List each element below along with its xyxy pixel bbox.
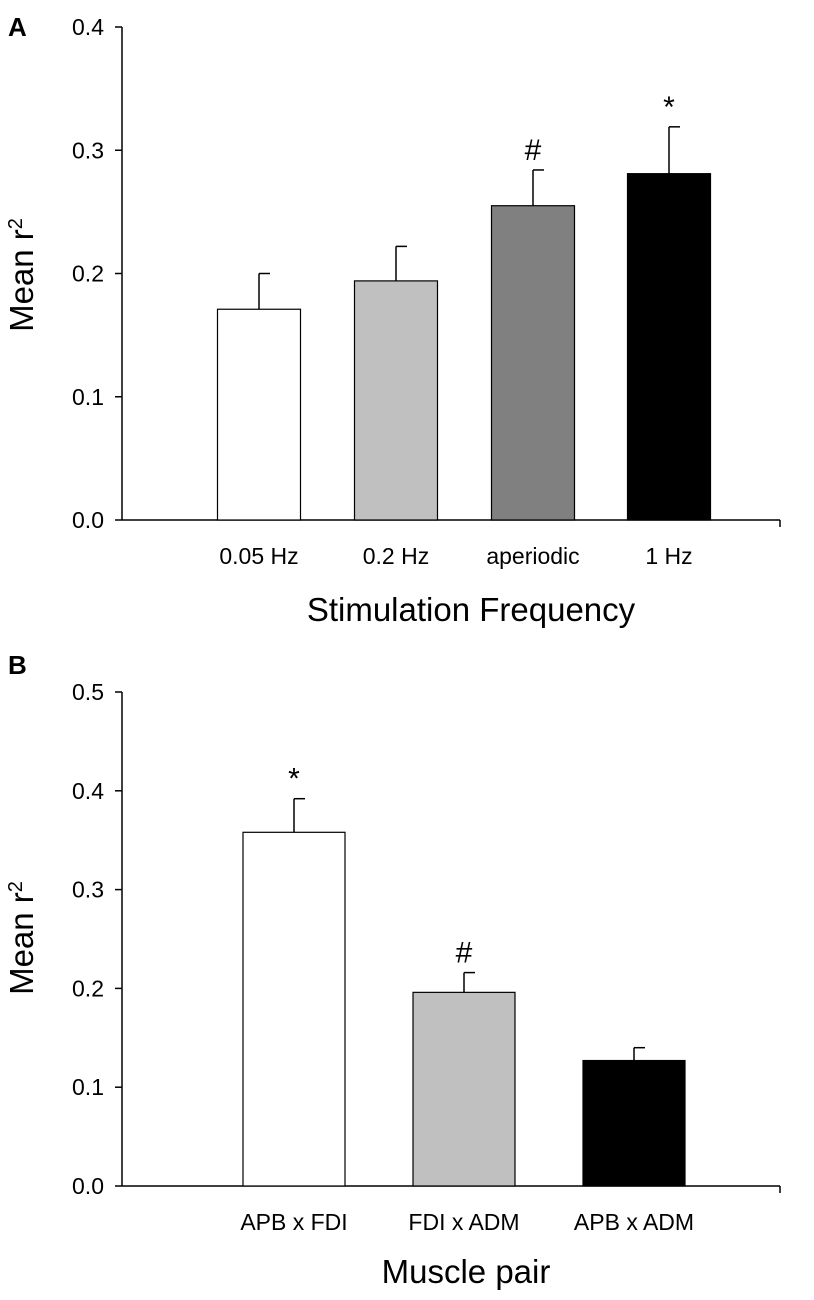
panel-a-y-tick-label: 0.0 xyxy=(72,507,104,533)
panel-b-bar xyxy=(412,991,516,1187)
panel-a-letter: A xyxy=(8,12,27,42)
panel-a-significance-marker: # xyxy=(525,134,542,167)
panel-b-y-tick-label: 0.1 xyxy=(72,1074,104,1100)
panel-a-y-tick-label: 0.3 xyxy=(72,137,104,163)
panel-b-x-tick-label: APB x ADM xyxy=(574,1209,694,1235)
panel-b-y-tick-label: 0.4 xyxy=(72,778,104,804)
panel-b-y-tick-label: 0.3 xyxy=(72,877,104,903)
panel-a-bar xyxy=(490,205,576,521)
panel-a: A Mean r2 0.0 0.1 0.2 0.3 0.4 0.05 Hz 0.2 Hz ap… xyxy=(3,12,781,628)
panel-b-y-axis-title-base: Mean r xyxy=(3,892,40,995)
panel-b-bar xyxy=(582,1059,686,1187)
panel-a-y-axis-title: Mean r2 xyxy=(3,218,40,332)
svg-text:Mean r2: Mean r2 xyxy=(3,218,40,332)
panel-a-significance-marker: * xyxy=(663,91,675,124)
panel-b-y-tick-label: 0.2 xyxy=(72,975,104,1001)
panel-a-y-tick-label: 0.2 xyxy=(72,261,104,287)
panel-b-y-axis-title-sup: 2 xyxy=(5,881,27,892)
panel-b: B Mean r2 0.0 0.1 0.2 0.3 0.4 0.5 APB x FDI * FD… xyxy=(3,650,781,1290)
panel-a-x-tick-label: 1 Hz xyxy=(645,543,692,569)
panel-b-x-tick-label: APB x FDI xyxy=(240,1209,347,1235)
panel-a-bar xyxy=(216,308,302,521)
panel-a-x-tick-label: 0.05 Hz xyxy=(219,543,298,569)
panel-a-bar xyxy=(626,173,712,521)
panel-b-y-tick-label: 0.5 xyxy=(72,679,104,705)
panel-b-plot: 0.0 0.1 0.2 0.3 0.4 0.5 APB x FDI * FDI x ADM # AP… xyxy=(72,679,781,1235)
panel-b-y-tick-label: 0.0 xyxy=(72,1173,104,1199)
panel-a-y-axis-title-base: Mean r xyxy=(3,229,40,332)
panel-a-x-axis-title: Stimulation Frequency xyxy=(307,591,636,628)
panel-b-bar xyxy=(242,831,346,1187)
panel-a-y-axis-title-sup: 2 xyxy=(5,218,27,229)
panel-b-significance-marker: # xyxy=(456,937,473,970)
svg-text:Mean r2: Mean r2 xyxy=(3,881,40,995)
panel-a-x-tick-label: 0.2 Hz xyxy=(363,543,429,569)
panel-b-significance-marker: * xyxy=(288,763,300,796)
panel-a-plot: 0.0 0.1 0.2 0.3 0.4 0.05 Hz 0.2 Hz aperiodic #1 … xyxy=(72,14,781,569)
panel-b-x-axis-title: Muscle pair xyxy=(382,1253,551,1290)
panel-a-y-tick-label: 0.4 xyxy=(72,14,104,40)
panel-a-y-tick-label: 0.1 xyxy=(72,384,104,410)
panel-a-x-tick-label: aperiodic xyxy=(486,543,579,569)
panel-b-y-axis-title: Mean r2 xyxy=(3,881,40,995)
panel-b-letter: B xyxy=(8,650,27,680)
panel-b-x-tick-label: FDI x ADM xyxy=(408,1209,519,1235)
panel-a-bar xyxy=(353,280,439,521)
